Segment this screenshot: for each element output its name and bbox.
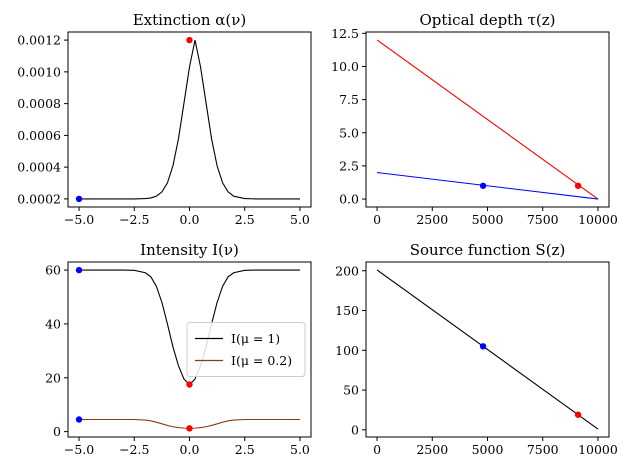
x-tick-label: −2.5 <box>119 212 149 227</box>
data-point-1 <box>574 411 582 418</box>
data-point-0 <box>479 343 487 350</box>
plot-area <box>376 269 599 430</box>
data-point-2 <box>75 416 83 423</box>
y-tick-label: 40 <box>45 316 61 331</box>
data-point-0 <box>75 266 83 274</box>
x-tick-label: 5.0 <box>290 442 310 457</box>
legend-box <box>186 322 306 377</box>
y-tick-label: 20 <box>45 370 61 385</box>
legend-entry: I(μ = 0.2) <box>231 353 292 368</box>
x-tick-label: 5.0 <box>290 212 310 227</box>
legend: I(μ = 1) I(μ = 0.2) <box>186 322 306 377</box>
series-line-1 <box>376 171 599 200</box>
x-tick-label: 7500 <box>527 212 559 227</box>
series-line-0 <box>376 39 599 200</box>
chart-title: Extinction α(ν) <box>133 11 247 29</box>
y-tick-label: 0.0002 <box>17 191 61 206</box>
y-tick-label: 2.5 <box>339 158 359 173</box>
subplot-extinction: −5.0 −2.5 0.0 2.5 5.0 0.0002 0.0004 0.0006 0.000… <box>17 11 312 227</box>
x-tick-label: 2.5 <box>235 212 255 227</box>
subplot-source-function: 0 2500 5000 7500 10000 0 50 100 150 200 Source fun… <box>335 241 618 457</box>
data-point-1 <box>574 182 582 189</box>
data-point-1 <box>186 381 193 388</box>
data-point-0 <box>479 182 487 189</box>
y-tick-label: 0 <box>351 422 359 437</box>
y-tick-label: 12.5 <box>331 26 359 41</box>
y-tick-label: 7.5 <box>339 92 359 107</box>
x-tick-label: 5000 <box>472 442 504 457</box>
legend-entry: I(μ = 1) <box>231 331 280 346</box>
x-tick-label: −2.5 <box>119 442 149 457</box>
y-tick-label: 0.0012 <box>17 33 61 48</box>
chart-title: Source function S(z) <box>410 241 566 259</box>
x-tick-label: 0 <box>373 212 381 227</box>
y-tick-label: 0 <box>53 424 61 439</box>
series-line-0 <box>376 269 599 430</box>
x-tick-label: 7500 <box>527 442 559 457</box>
x-tick-label: 2500 <box>416 212 448 227</box>
data-point-1 <box>186 36 193 44</box>
chart-title: Optical depth τ(z) <box>419 11 555 29</box>
y-tick-label: 5.0 <box>339 125 359 140</box>
x-tick-label: −5.0 <box>64 442 94 457</box>
y-tick-label: 0.0008 <box>17 96 61 111</box>
subplot-optical-depth: 0 2500 5000 7500 10000 0.0 2.5 5.0 7.5 10.0 12.5 Op… <box>331 11 618 227</box>
series-line-0 <box>79 39 300 200</box>
y-tick-label: 200 <box>335 263 359 278</box>
y-tick-label: 50 <box>343 383 359 398</box>
y-tick-label: 0.0010 <box>17 64 61 79</box>
x-tick-label: 0.0 <box>180 442 200 457</box>
y-tick-label: 100 <box>335 343 359 358</box>
data-point-3 <box>186 425 193 432</box>
y-tick-label: 150 <box>335 303 359 318</box>
chart-title: Intensity I(ν) <box>140 241 239 259</box>
x-tick-label: 0.0 <box>180 212 200 227</box>
plot-area <box>376 39 599 200</box>
axes-frame <box>67 31 312 208</box>
x-tick-label: 10000 <box>578 442 618 457</box>
x-tick-label: 2500 <box>416 442 448 457</box>
y-tick-label: 10.0 <box>331 59 359 74</box>
subplot-intensity: −5.0 −2.5 0.0 2.5 5.0 0 20 40 60 Intensity I(ν) I(… <box>45 241 312 457</box>
plot-area <box>79 39 300 200</box>
x-tick-label: 5000 <box>472 212 504 227</box>
x-tick-label: 10000 <box>578 212 618 227</box>
data-point-0 <box>75 195 83 203</box>
x-tick-label: 0 <box>373 442 381 457</box>
y-tick-label: 0.0 <box>339 192 359 207</box>
x-tick-label: −5.0 <box>64 212 94 227</box>
y-tick-label: 0.0004 <box>17 160 61 175</box>
x-tick-label: 2.5 <box>235 442 255 457</box>
y-tick-label: 0.0006 <box>17 128 61 143</box>
y-tick-label: 60 <box>45 263 61 278</box>
